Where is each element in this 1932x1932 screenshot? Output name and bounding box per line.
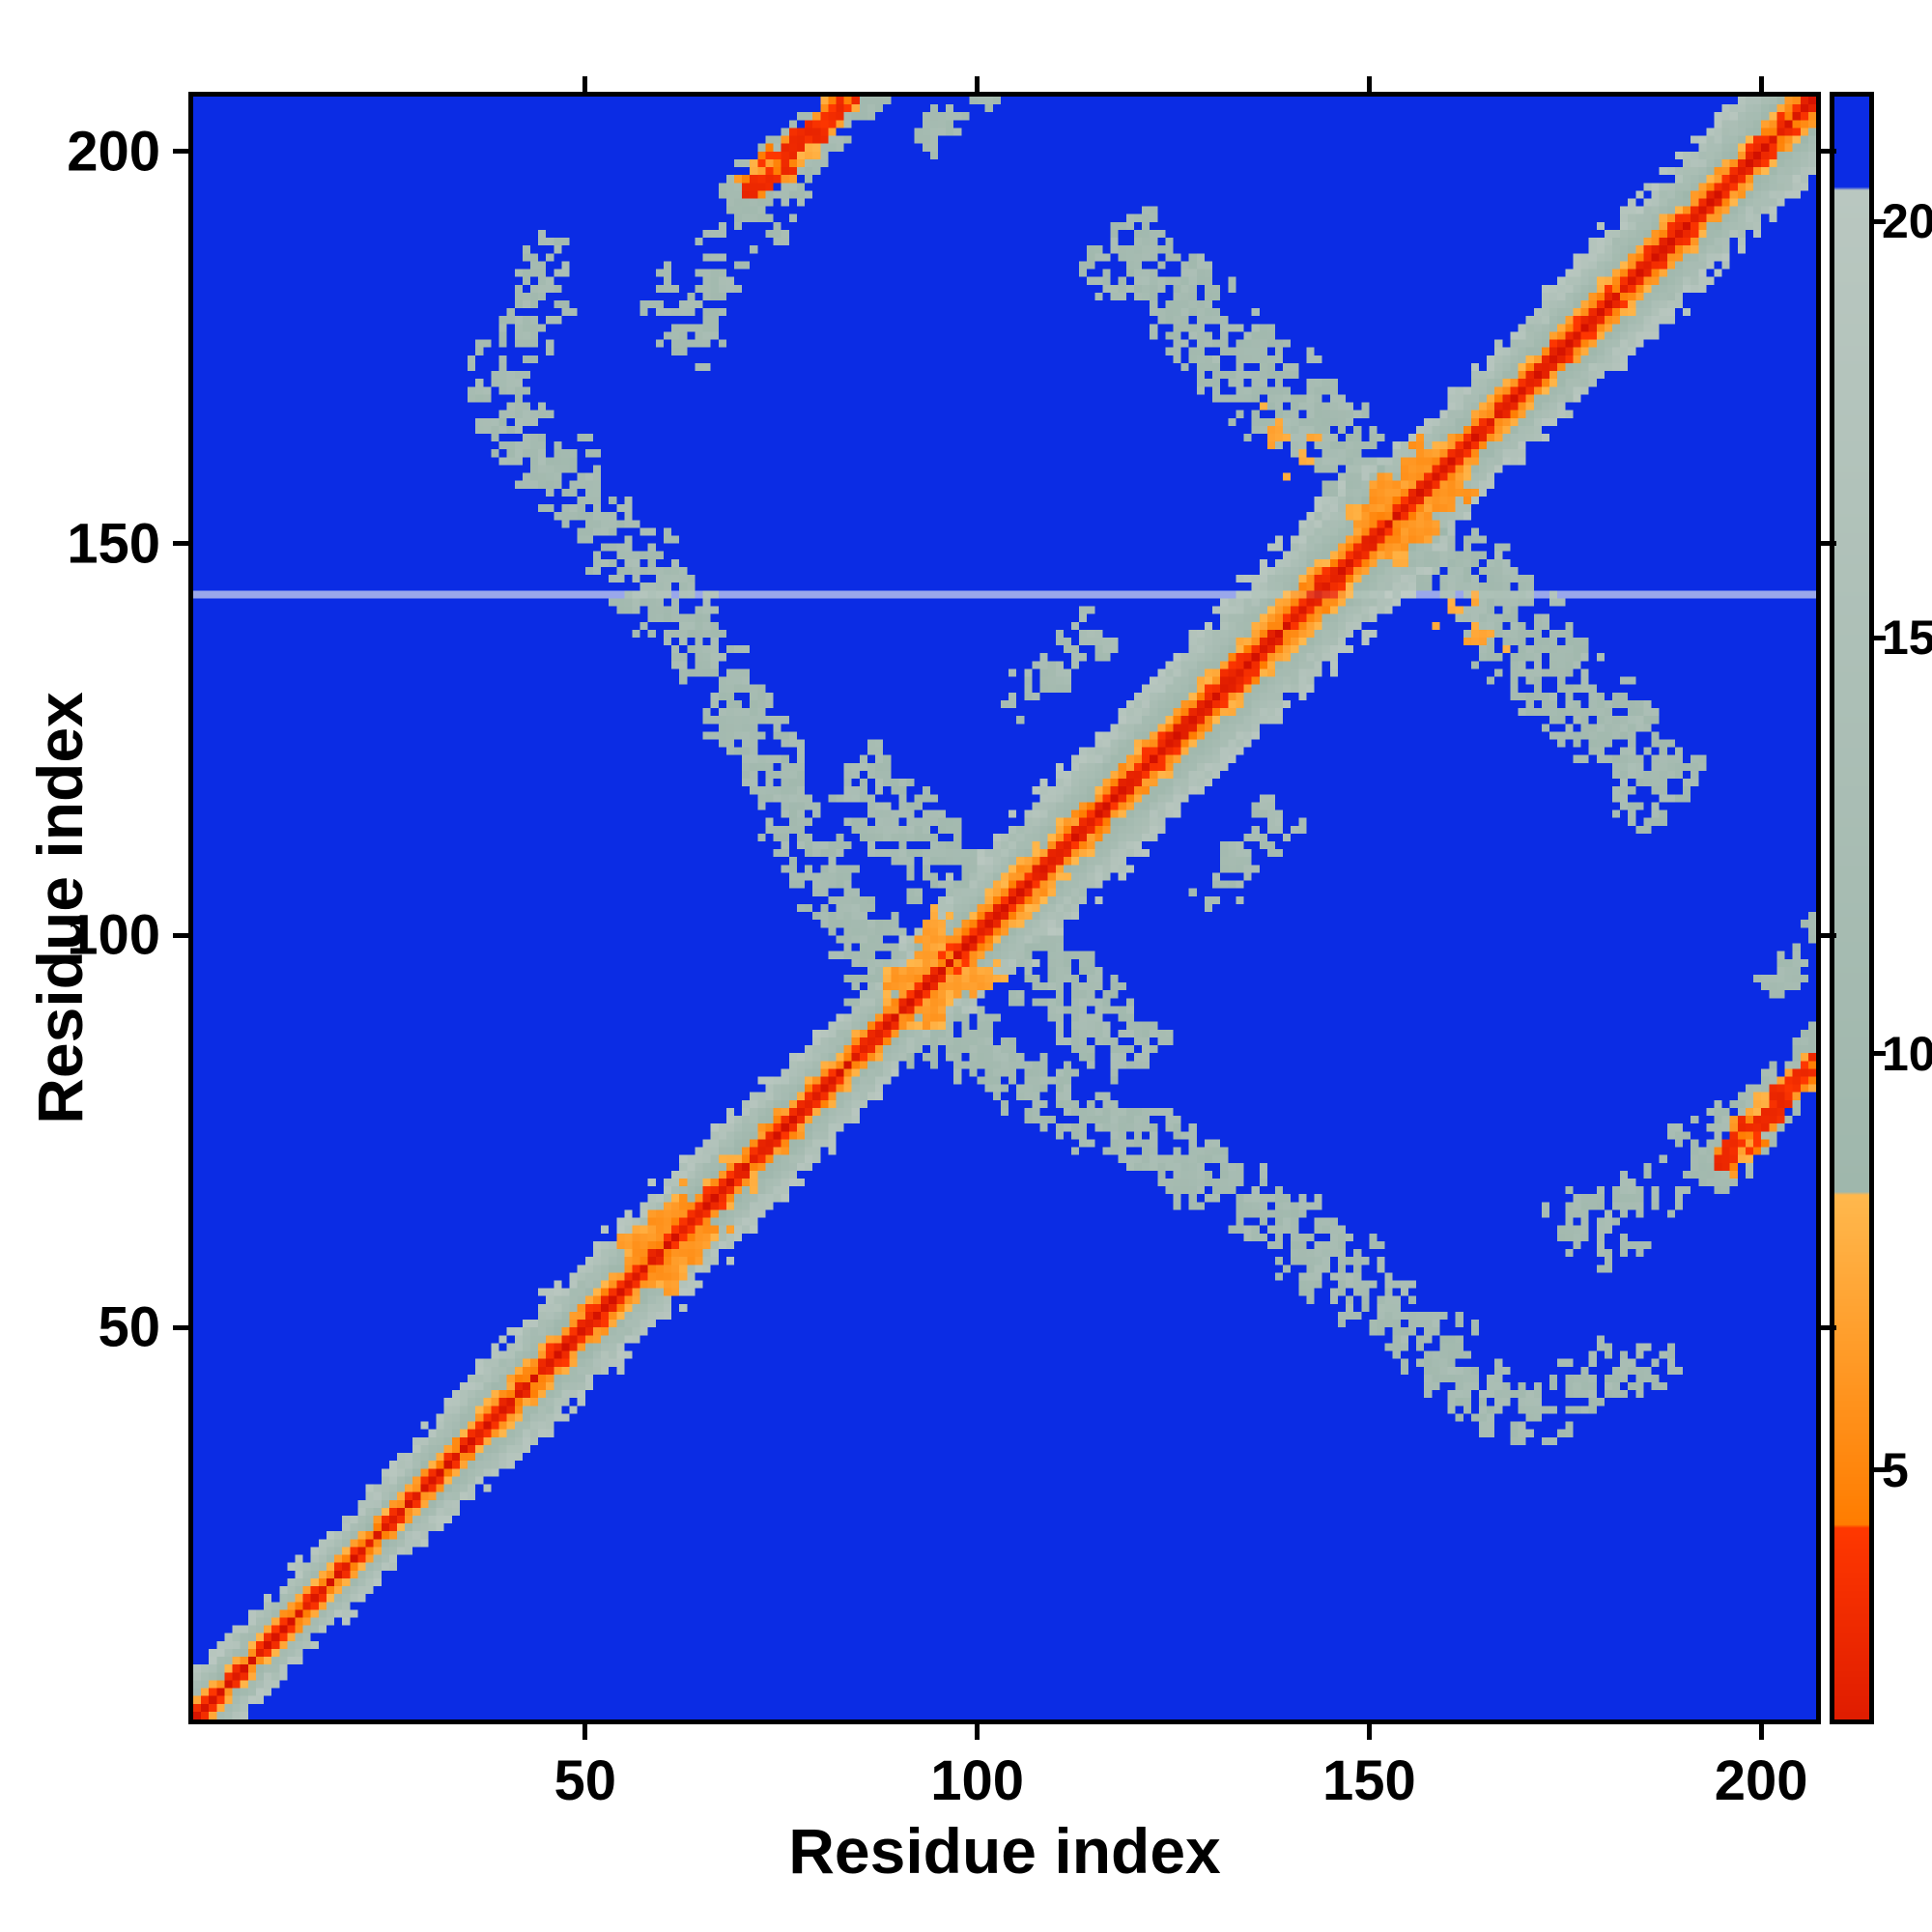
colorbar	[1830, 92, 1874, 1724]
colorbar-tick-mark	[1874, 218, 1886, 224]
x-tick-mark	[975, 1724, 980, 1740]
colorbar-tick-mark	[1874, 1051, 1886, 1057]
y-tick-mark-right	[1821, 541, 1836, 547]
colorbar-tick-mark	[1874, 1467, 1886, 1473]
heatmap-plot-area	[188, 92, 1821, 1724]
y-tick-label: 50	[98, 1295, 160, 1359]
x-tick-mark-top	[1366, 76, 1372, 92]
y-tick-mark	[173, 1324, 188, 1330]
x-tick-label: 200	[1714, 1749, 1808, 1812]
colorbar-tick-label: 15	[1882, 611, 1932, 665]
y-tick-mark-right	[1821, 149, 1836, 155]
colorbar-tick-label: 20	[1882, 194, 1932, 249]
x-tick-mark	[582, 1724, 588, 1740]
colorbar-tick-label: 5	[1882, 1442, 1909, 1497]
y-tick-label: 200	[67, 120, 160, 184]
x-tick-mark	[1758, 1724, 1764, 1740]
x-axis-title: Residue index	[788, 1815, 1221, 1887]
y-tick-label: 100	[67, 903, 160, 967]
y-tick-mark	[173, 932, 188, 938]
x-tick-mark-top	[582, 76, 588, 92]
x-tick-label: 50	[554, 1749, 617, 1812]
colorbar-gradient	[1834, 97, 1869, 1719]
y-tick-mark	[173, 149, 188, 155]
y-tick-mark-right	[1821, 932, 1836, 938]
x-tick-label: 100	[930, 1749, 1024, 1812]
x-tick-mark-top	[975, 76, 980, 92]
x-tick-label: 150	[1322, 1749, 1416, 1812]
colorbar-tick-mark	[1874, 635, 1886, 640]
y-tick-mark	[173, 541, 188, 547]
y-tick-mark-right	[1821, 1324, 1836, 1330]
distance-map-canvas	[193, 97, 1816, 1719]
colorbar-tick-label: 10	[1882, 1026, 1932, 1081]
y-tick-label: 150	[67, 512, 160, 576]
x-tick-mark-top	[1758, 76, 1764, 92]
x-tick-mark	[1366, 1724, 1372, 1740]
